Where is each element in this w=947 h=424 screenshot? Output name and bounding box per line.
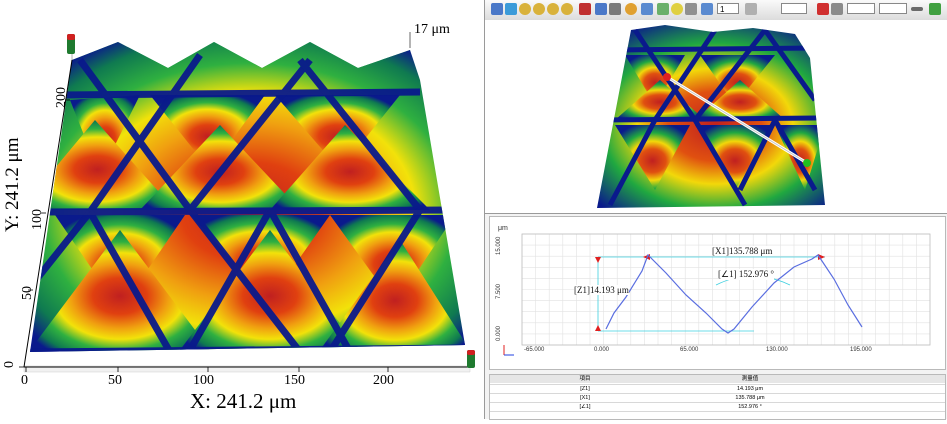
anchor-icon[interactable] xyxy=(595,3,607,15)
table-header-value: 測量值 xyxy=(741,376,759,382)
table-cell-item: [X1] xyxy=(580,395,590,401)
x-axis-title: X: 241.2 μm xyxy=(190,389,297,413)
y-tick-200: 200 xyxy=(54,87,69,108)
table-header-item: 項目 xyxy=(579,376,591,382)
grid-icon[interactable] xyxy=(657,3,669,15)
x-tick-100: 100 xyxy=(193,373,214,388)
y-tick-50: 50 xyxy=(20,286,35,300)
toolbar-field-2[interactable] xyxy=(847,3,875,14)
profile-y-unit: μm xyxy=(498,225,508,232)
profile-start-point xyxy=(663,73,671,81)
profile-x-tick-2: 0.000 xyxy=(594,347,610,353)
profile-x-tick-4: 130.000 xyxy=(766,347,788,353)
profile-graph-svg xyxy=(503,233,931,356)
box-icon[interactable] xyxy=(701,3,713,15)
ruler-icon[interactable] xyxy=(609,3,621,15)
z-max-label: 17 μm xyxy=(414,22,450,37)
tools-icon[interactable] xyxy=(831,3,843,15)
profile-x-tick-1: -65.000 xyxy=(524,347,545,353)
x-tick-0: 0 xyxy=(21,373,28,388)
profile-end-point xyxy=(803,159,811,167)
z-scale-marker-left xyxy=(67,34,75,54)
left-3d-surface-view[interactable]: 17 μm 0 50 100 150 200 X: 241.2 μm 0 50 … xyxy=(0,0,480,419)
table-row[interactable]: [X1] 135.788 μm xyxy=(490,394,945,402)
table-cell-value: 152.976 ° xyxy=(738,404,762,410)
toolbar-field-1[interactable] xyxy=(781,3,807,14)
table-cell-item: [∠1] xyxy=(579,404,591,410)
profile-x-tick-3: 65.000 xyxy=(680,347,699,353)
settings-icon[interactable] xyxy=(745,3,757,15)
table-cell-value: 14.193 μm xyxy=(736,386,764,392)
view-icon[interactable] xyxy=(547,3,559,15)
zoom-icon[interactable] xyxy=(505,3,517,15)
table-cell-value: 135.788 μm xyxy=(735,395,765,401)
table-row[interactable]: [∠1] 152.976 ° xyxy=(490,403,945,411)
measure-x1-label: [X1]135.788 μm xyxy=(712,246,773,256)
small-3d-view[interactable] xyxy=(485,20,947,214)
profile-y-tick-7: 7.500 xyxy=(496,283,502,299)
x-tick-200: 200 xyxy=(373,373,394,388)
y-tick-0: 0 xyxy=(2,361,17,368)
y-axis-title: Y: 241.2 μm xyxy=(2,137,23,232)
toolbar-field-3[interactable] xyxy=(879,3,907,14)
dot-icon[interactable] xyxy=(625,3,637,15)
z-scale-marker-right xyxy=(467,350,475,368)
table-row[interactable]: [Z1] 14.193 μm xyxy=(490,385,945,393)
results-table: 項目 測量值 [Z1] 14.193 μm [X1] 135.788 μm [∠… xyxy=(489,374,946,420)
toolbar: 1 xyxy=(485,0,947,21)
rotate-icon[interactable] xyxy=(519,3,531,15)
check-icon[interactable] xyxy=(929,3,941,15)
pan-icon[interactable] xyxy=(533,3,545,15)
measure-z1-label: [Z1]14.193 μm xyxy=(574,285,629,295)
frame-icon[interactable] xyxy=(685,3,697,15)
x-tick-50: 50 xyxy=(108,373,122,388)
measure-angle-label: [∠1] 152.976 ° xyxy=(718,269,774,280)
home-icon[interactable] xyxy=(491,3,503,15)
profile-y-tick-15: 15.000 xyxy=(496,236,502,255)
profile-x-tick-5: 195.000 xyxy=(850,347,872,353)
line-icon[interactable] xyxy=(911,7,923,11)
color-icon[interactable] xyxy=(561,3,573,15)
profile-graph-panel[interactable]: μm 15.000 7.500 0.000 -65.000 0.000 65.0… xyxy=(489,216,946,370)
analysis-window: 1 xyxy=(484,0,947,420)
x-tick-150: 150 xyxy=(284,373,305,388)
chart-icon[interactable] xyxy=(579,3,591,15)
toolbar-select[interactable]: 1 xyxy=(717,3,739,14)
table-cell-item: [Z1] xyxy=(580,386,590,392)
y-tick-100: 100 xyxy=(30,209,45,230)
surface-plot-svg xyxy=(19,32,475,373)
light-icon[interactable] xyxy=(671,3,683,15)
table-header-row: 項目 測量值 xyxy=(490,375,945,383)
arrows-icon[interactable] xyxy=(641,3,653,15)
close-red-icon[interactable] xyxy=(817,3,829,15)
small-surface-svg xyxy=(597,25,825,208)
profile-y-tick-0: 0.000 xyxy=(496,325,502,341)
